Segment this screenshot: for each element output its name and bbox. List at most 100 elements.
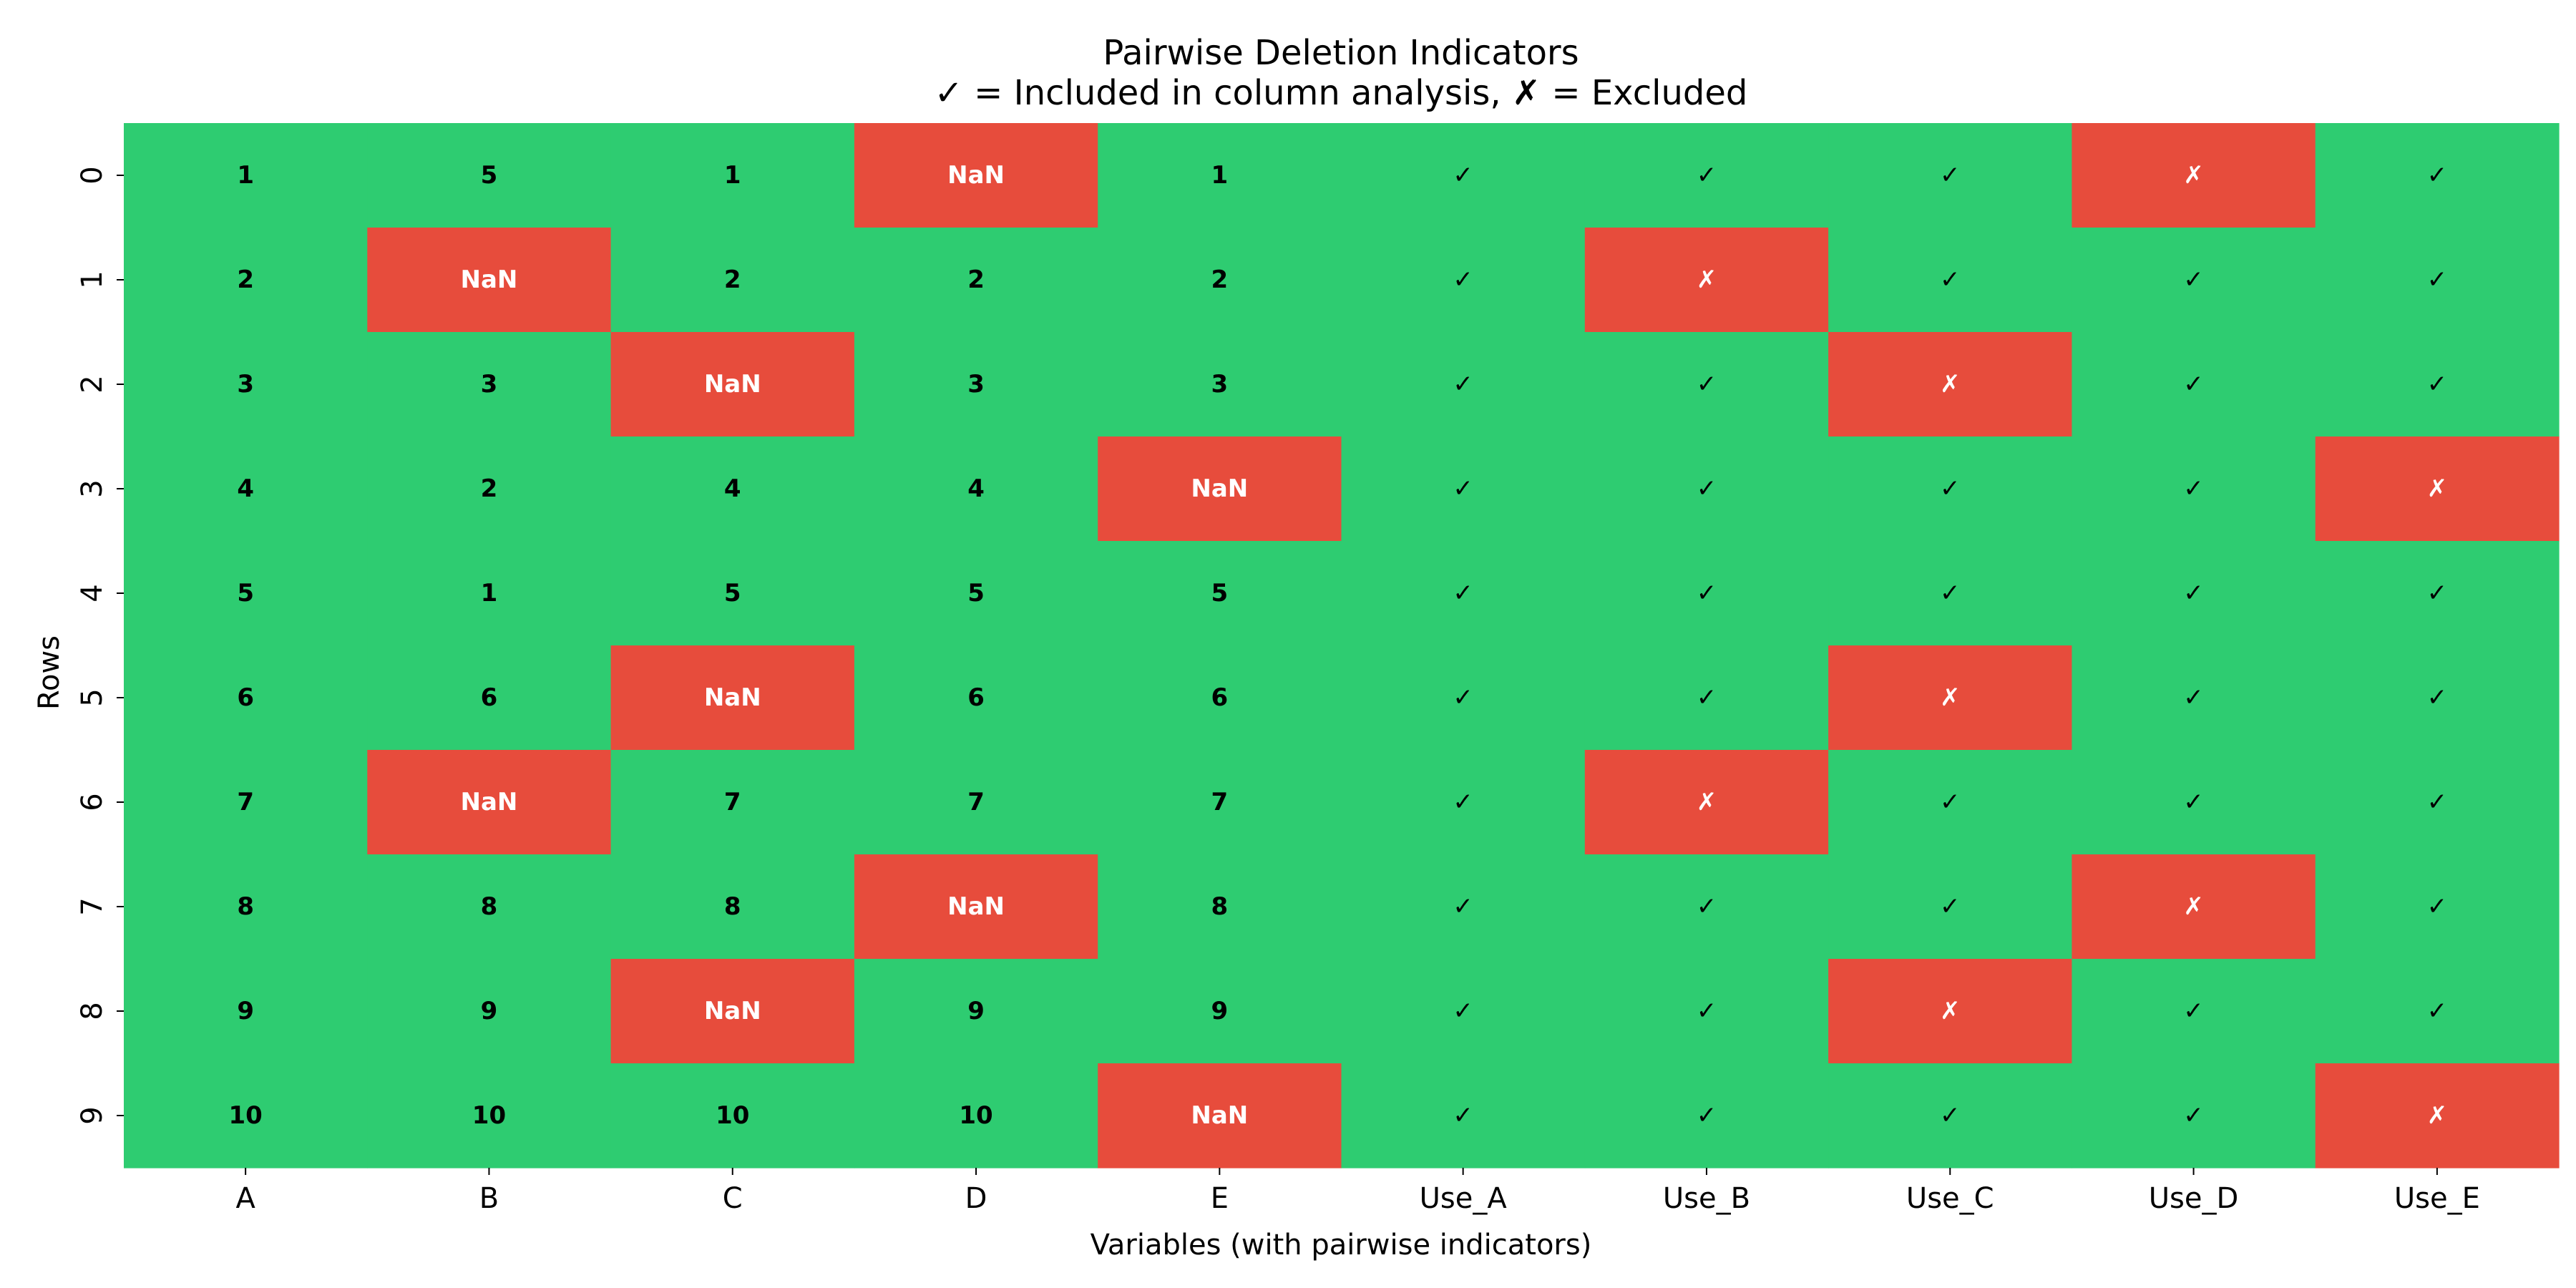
- y-tick-label: 4: [76, 584, 109, 602]
- cell-indicator-label: ✓: [1697, 683, 1717, 712]
- heatmap-cell: [367, 123, 612, 228]
- heatmap-cell: [610, 959, 855, 1064]
- cell-indicator-label: ✓: [2427, 683, 2448, 712]
- cell-indicator-label: ✗: [1940, 370, 1961, 399]
- y-tick-label: 3: [76, 479, 109, 497]
- cell-value-label: 2: [967, 265, 985, 294]
- cell-value-label: 6: [1211, 683, 1229, 712]
- cell-value-label: NaN: [1191, 474, 1248, 503]
- heatmap-cell: [1341, 854, 1586, 960]
- heatmap-cell: [1828, 436, 2072, 542]
- heatmap-cell: [2315, 123, 2560, 228]
- heatmap-cell: [1341, 541, 1586, 646]
- heatmap-cell: [854, 541, 1098, 646]
- heatmap-cell: [2072, 332, 2316, 437]
- x-tick-label: C: [723, 1182, 743, 1215]
- y-tick-label: 7: [76, 897, 109, 915]
- cell-indicator-label: ✗: [1697, 788, 1717, 816]
- heatmap-cell: [1828, 1063, 2072, 1169]
- cell-indicator-label: ✓: [1697, 474, 1717, 503]
- heatmap-cell: [2315, 645, 2560, 751]
- heatmap-cell: [1341, 750, 1586, 855]
- y-tick-labels: 0 1 2 3 4 5 6 7 8 9: [76, 166, 124, 1125]
- cell-indicator-label: ✓: [1453, 474, 1473, 503]
- heatmap-cell: [1098, 645, 1342, 751]
- cell-value-label: 10: [716, 1101, 749, 1130]
- heatmap-cell: [1098, 436, 1342, 542]
- heatmap-cell: [1098, 228, 1342, 333]
- x-tick-label: Use_A: [1420, 1182, 1508, 1215]
- cell-indicator-label: ✓: [1697, 161, 1717, 190]
- cell-indicator-label: ✓: [2183, 265, 2204, 294]
- cell-indicator-label: ✓: [1453, 683, 1473, 712]
- cell-indicator-label: ✓: [2183, 370, 2204, 399]
- heatmap-cell: [2315, 228, 2560, 333]
- heatmap-cell: [854, 750, 1098, 855]
- cell-indicator-label: ✓: [2183, 683, 2204, 712]
- heatmap-cell: [1098, 854, 1342, 960]
- cell-indicator-label: ✗: [1940, 997, 1961, 1025]
- heatmap-cell: [367, 854, 612, 960]
- heatmap-cell: [124, 959, 368, 1064]
- cell-value-label: NaN: [704, 683, 761, 712]
- heatmap-cell: [1828, 228, 2072, 333]
- cell-indicator-label: ✓: [1697, 579, 1717, 608]
- cell-value-label: 2: [237, 265, 254, 294]
- cell-indicator-label: ✓: [2427, 161, 2448, 190]
- cell-indicator-label: ✓: [1453, 997, 1473, 1025]
- cell-indicator-label: ✓: [1453, 265, 1473, 294]
- cell-value-label: 2: [724, 265, 741, 294]
- cell-indicator-label: ✓: [1697, 997, 1717, 1025]
- cell-value-label: 3: [967, 370, 985, 399]
- heatmap-cell: [124, 645, 368, 751]
- x-tick-label: Use_D: [2149, 1182, 2239, 1215]
- x-tick-label: D: [965, 1182, 987, 1215]
- cell-value-label: 10: [228, 1101, 262, 1130]
- x-tick-label: Use_B: [1663, 1182, 1750, 1215]
- cell-indicator-label: ✓: [1453, 579, 1473, 608]
- heatmap-cell: [124, 123, 368, 228]
- heatmap-cell: [1584, 959, 1829, 1064]
- x-tick-label: A: [235, 1182, 255, 1215]
- cell-indicator-label: ✓: [2427, 788, 2448, 816]
- heatmap-cell: [1584, 332, 1829, 437]
- cell-value-label: 2: [481, 474, 498, 503]
- cell-indicator-label: ✓: [2427, 579, 2448, 608]
- y-tick-label: 1: [76, 270, 109, 288]
- heatmap-cell: [610, 541, 855, 646]
- cell-indicator-label: ✓: [1940, 161, 1961, 190]
- heatmap-cell: [2315, 541, 2560, 646]
- cell-value-label: 10: [959, 1101, 992, 1130]
- cell-value-label: NaN: [947, 892, 1005, 921]
- heatmap-cell: [1341, 1063, 1586, 1169]
- y-tick-label: 9: [76, 1106, 109, 1124]
- heatmap-cell: [367, 1063, 612, 1169]
- x-axis-label: Variables (with pairwise indicators): [1091, 1229, 1592, 1262]
- heatmap-cell: [854, 854, 1098, 960]
- x-tick-label: E: [1211, 1182, 1229, 1215]
- cell-value-label: 5: [1211, 579, 1229, 608]
- heatmap-cell: [854, 123, 1098, 228]
- heatmap-cell: [2072, 541, 2316, 646]
- cell-value-label: 7: [967, 788, 985, 816]
- cell-value-label: 1: [237, 161, 254, 190]
- heatmap-cell: [367, 959, 612, 1064]
- cell-value-label: 1: [1211, 161, 1229, 190]
- heatmap-cell: [1584, 1063, 1829, 1169]
- heatmap-cell: [1098, 959, 1342, 1064]
- heatmap-cell: [2072, 645, 2316, 751]
- cell-value-label: 9: [481, 997, 498, 1025]
- y-tick-label: 8: [76, 1002, 109, 1020]
- y-tick-label: 0: [76, 166, 109, 184]
- heatmap-cell: [2072, 436, 2316, 542]
- cell-value-label: 4: [237, 474, 254, 503]
- heatmap-cell: [367, 645, 612, 751]
- cell-indicator-label: ✓: [2183, 1101, 2204, 1130]
- heatmap-cell: [1098, 1063, 1342, 1169]
- cell-value-label: 7: [237, 788, 254, 816]
- heatmap-cell: [2315, 750, 2560, 855]
- cell-value-label: NaN: [947, 161, 1005, 190]
- heatmap-cell: [854, 1063, 1098, 1169]
- heatmap-cell: [1098, 123, 1342, 228]
